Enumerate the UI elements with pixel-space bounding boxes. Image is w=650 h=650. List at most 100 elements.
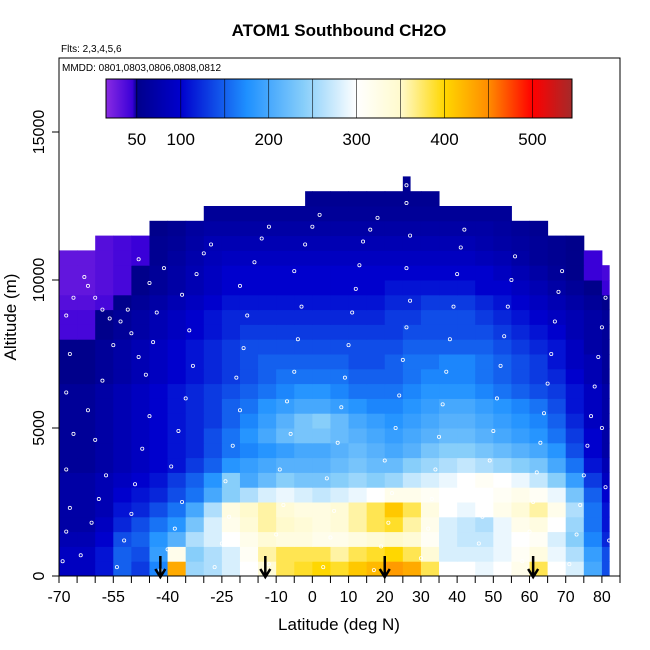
heatmap-cell [565, 354, 585, 370]
heatmap-cell [601, 368, 610, 385]
sample-point [404, 325, 409, 330]
heatmap-cell [384, 294, 404, 311]
heatmap-cell [167, 472, 187, 488]
heatmap-cell [565, 502, 585, 518]
sample-point [230, 443, 235, 448]
heatmap-cell [312, 339, 331, 355]
heatmap-cell [239, 324, 259, 340]
heatmap-cell [294, 280, 313, 296]
heatmap-cell [239, 383, 259, 399]
heatmap-cell [511, 383, 531, 399]
heatmap-cell [348, 546, 368, 562]
heatmap-cell [529, 428, 549, 444]
heatmap-cell [420, 383, 440, 399]
heatmap-cell [439, 250, 458, 266]
heatmap-cell [348, 383, 368, 399]
heatmap-cell [529, 368, 549, 385]
heatmap-cell [95, 324, 114, 340]
sample-point [361, 239, 366, 244]
heatmap-cell [221, 398, 241, 414]
sample-point [129, 511, 134, 516]
heatmap-cell [565, 428, 585, 444]
heatmap-cell [167, 294, 187, 311]
sample-point [151, 340, 156, 345]
heatmap-cell [203, 339, 223, 355]
heatmap-cell [330, 235, 350, 251]
heatmap-cell [529, 531, 549, 547]
heatmap-cell [457, 472, 476, 488]
heatmap-cell [276, 250, 295, 266]
heatmap-cell [330, 324, 350, 340]
sample-point [339, 405, 344, 410]
sample-point [379, 544, 384, 549]
heatmap-cell [149, 398, 169, 414]
heatmap-cell [457, 368, 476, 385]
heatmap-cell [330, 294, 350, 311]
sample-point [299, 304, 304, 309]
heatmap-cell [547, 383, 567, 399]
heatmap-cell [131, 472, 150, 488]
heatmap-cell [457, 294, 476, 311]
heatmap-cell [402, 398, 422, 414]
heatmap-cell [402, 428, 422, 444]
heatmap-cell [348, 398, 368, 414]
heatmap-cell [59, 383, 78, 399]
heatmap-cell [185, 235, 205, 251]
heatmap-cell [439, 487, 458, 503]
heatmap-cell [149, 457, 169, 473]
heatmap-cell [221, 546, 241, 562]
heatmap-cell [239, 368, 259, 385]
heatmap-cell [330, 487, 350, 503]
heatmap-cell [59, 487, 78, 503]
heatmap-cell [276, 339, 295, 355]
heatmap-cell [167, 250, 187, 266]
heatmap-cell [131, 487, 150, 503]
heatmap-cell [511, 428, 531, 444]
heatmap-cell [348, 457, 368, 473]
sample-point [476, 541, 481, 546]
heatmap-cell [439, 206, 458, 222]
heatmap-cell [583, 413, 603, 429]
heatmap-cell [384, 413, 404, 429]
x-tick-label: 60 [521, 589, 539, 606]
heatmap-cell [221, 457, 241, 473]
heatmap-cell [493, 220, 512, 237]
heatmap-cell [59, 265, 78, 281]
heatmap-cell [330, 531, 350, 547]
heatmap-cell [529, 413, 549, 429]
heatmap-cell [131, 413, 150, 429]
heatmap-cell [131, 294, 150, 311]
sample-point [114, 565, 119, 570]
colorbar [105, 78, 573, 119]
heatmap-cell [258, 442, 277, 459]
heatmap-cell [131, 398, 150, 414]
sample-point [324, 476, 329, 481]
heatmap-cell [131, 383, 150, 399]
sample-point [404, 266, 409, 271]
heatmap-cell [149, 487, 169, 503]
heatmap-cell [258, 457, 277, 473]
heatmap-cell [77, 561, 96, 577]
heatmap-cell [439, 354, 458, 370]
heatmap-cell [149, 250, 169, 266]
heatmap-cell [185, 546, 205, 562]
heatmap-cell [167, 339, 187, 355]
heatmap-cell [493, 442, 512, 459]
heatmap-cell [601, 516, 610, 533]
sample-point [78, 553, 83, 558]
x-tick-label: -10 [265, 589, 288, 606]
heatmap-cell [312, 561, 331, 577]
heatmap-cell [420, 472, 440, 488]
heatmap-cell [475, 531, 494, 547]
sample-point [295, 337, 300, 342]
heatmap-cell [420, 206, 440, 222]
heatmap-cell [239, 250, 259, 266]
heatmap-cell [565, 487, 585, 503]
heatmap-cell [221, 531, 241, 547]
heatmap-cell [547, 265, 567, 281]
heatmap-cell [258, 487, 277, 503]
dates-note: MMDD: 0801,0803,0806,0808,0812 [62, 63, 221, 74]
sample-point [346, 343, 351, 348]
x-tick-label: 40 [448, 589, 466, 606]
heatmap-cell [384, 280, 404, 296]
